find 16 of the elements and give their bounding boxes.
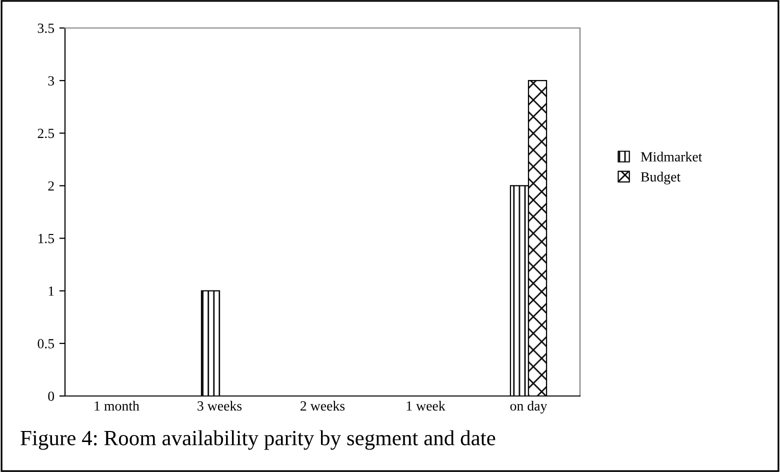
caption: Figure 4: Room availability parity by segment and date	[20, 430, 496, 450]
x-tick-label: 2 weeks	[300, 400, 345, 411]
y-tick-label: 3	[48, 76, 54, 86]
y-tick-label: 2	[48, 181, 54, 191]
legend-label: Midmarket	[640, 152, 702, 162]
x-tick-label: 3 weeks	[198, 400, 242, 411]
y-tick-label: 1	[48, 286, 54, 296]
x-tick-label: 1 week	[406, 400, 446, 411]
y-tick-label: 2.5	[38, 128, 54, 138]
y-tick-label: 0	[48, 392, 54, 401]
y-tick-label: 3.5	[38, 24, 54, 34]
y-tick-label: 1.5	[38, 234, 54, 244]
y-tick-label: 0.5	[38, 339, 54, 348]
x-tick-label: 1 month	[94, 400, 140, 411]
x-tick-label: on day	[510, 400, 548, 414]
legend-label: Budget	[640, 172, 681, 184]
